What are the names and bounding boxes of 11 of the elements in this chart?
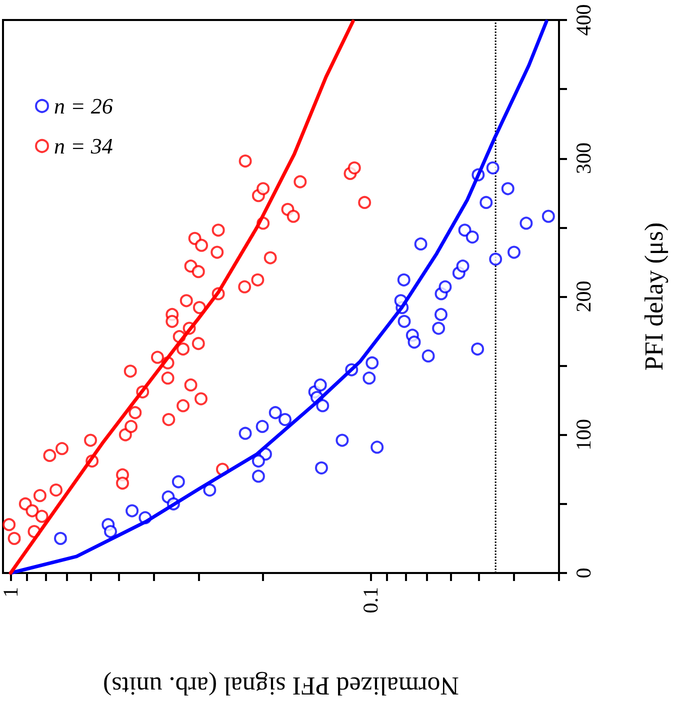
- x-tick-label: 1: [0, 587, 23, 598]
- y-tick-label: 200: [572, 280, 596, 312]
- legend-label: n = 34: [54, 134, 113, 158]
- x-tick-label: 0.1: [358, 587, 383, 614]
- y-axis-title: PFI delay (μs): [640, 222, 668, 371]
- x-axis-title: Normalized PFI signal (arb. units): [103, 672, 459, 700]
- y-tick-label: 100: [572, 419, 596, 450]
- y-tick-label: 0: [572, 568, 596, 578]
- legend-label: n = 26: [54, 94, 113, 118]
- y-tick-label: 300: [572, 142, 596, 174]
- y-tick-label: 400: [572, 4, 596, 36]
